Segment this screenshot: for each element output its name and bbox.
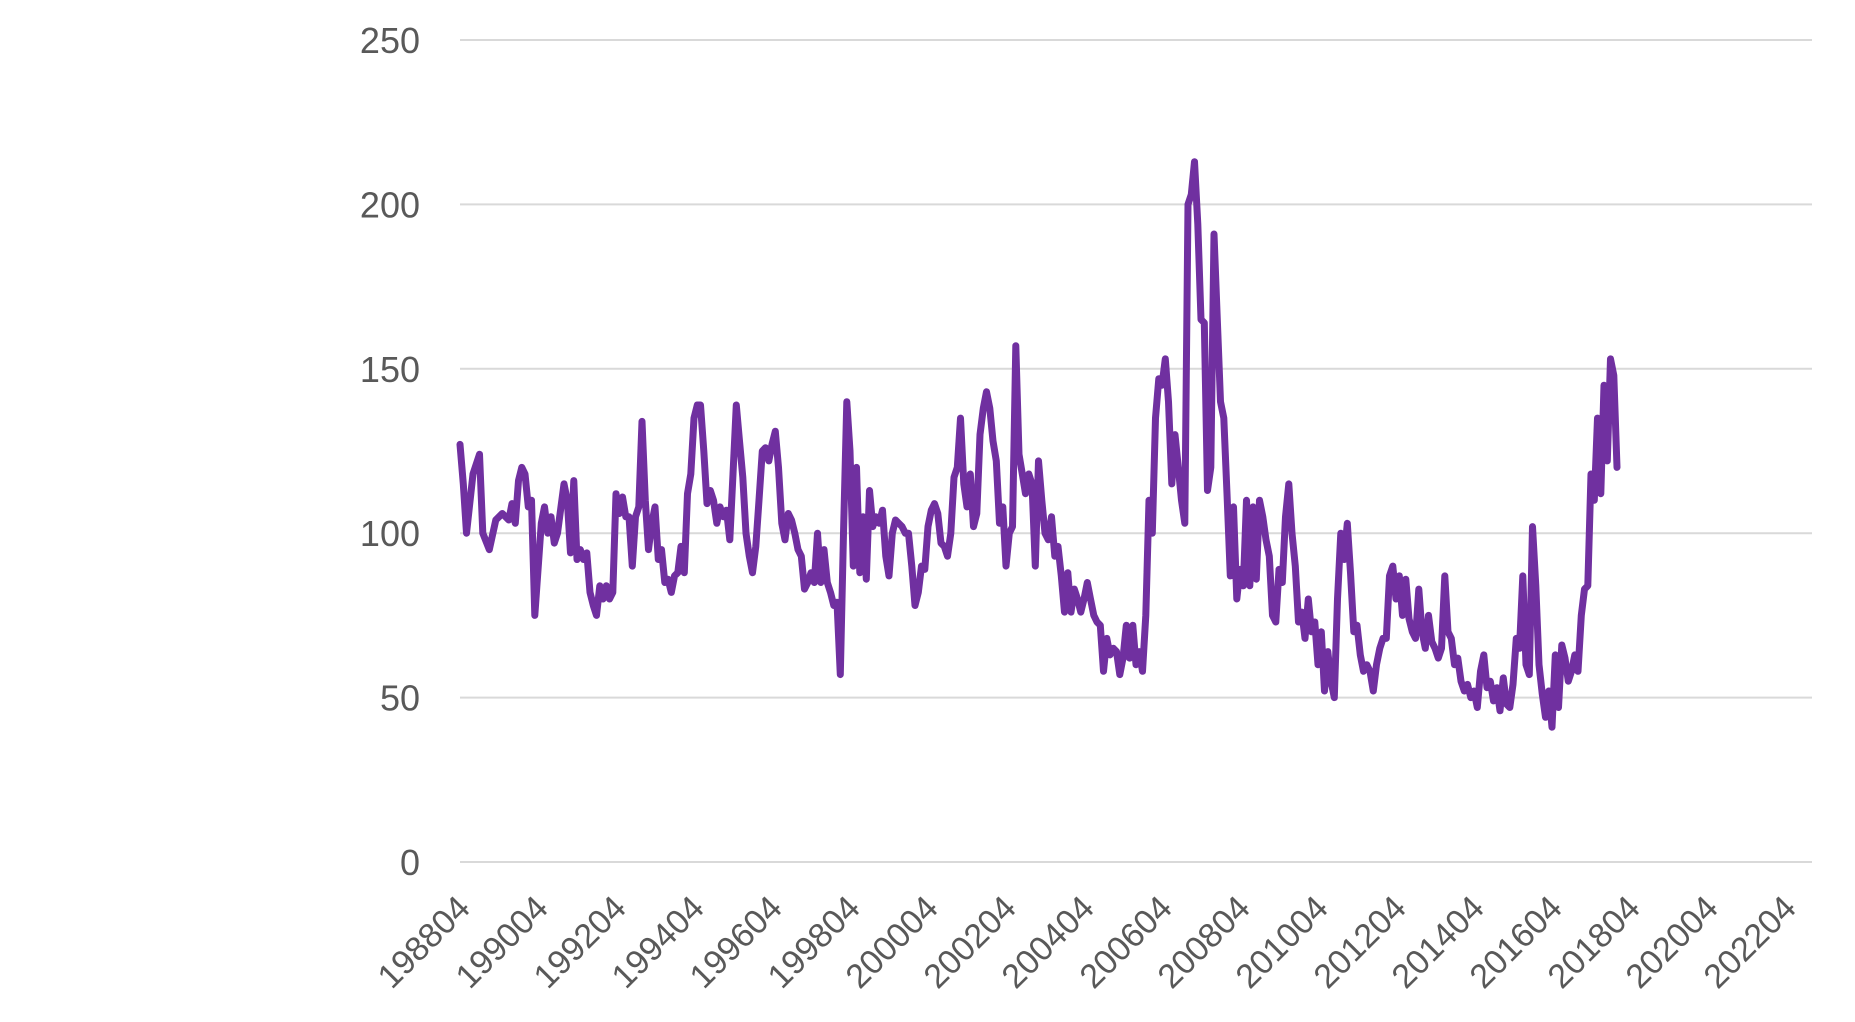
y-axis-ticks: 0 50 100 150 200 250: [360, 20, 420, 883]
y-tick-label: 100: [360, 513, 420, 554]
x-axis-ticks: 1988041990041992041994041996041998042000…: [371, 889, 1804, 996]
series-group: [456, 158, 1621, 731]
y-tick-label: 250: [360, 20, 420, 61]
y-tick-label: 0: [400, 842, 420, 883]
y-tick-label: 50: [380, 678, 420, 719]
y-tick-label: 150: [360, 349, 420, 390]
series-line-0: [456, 158, 1621, 731]
y-tick-label: 200: [360, 184, 420, 225]
